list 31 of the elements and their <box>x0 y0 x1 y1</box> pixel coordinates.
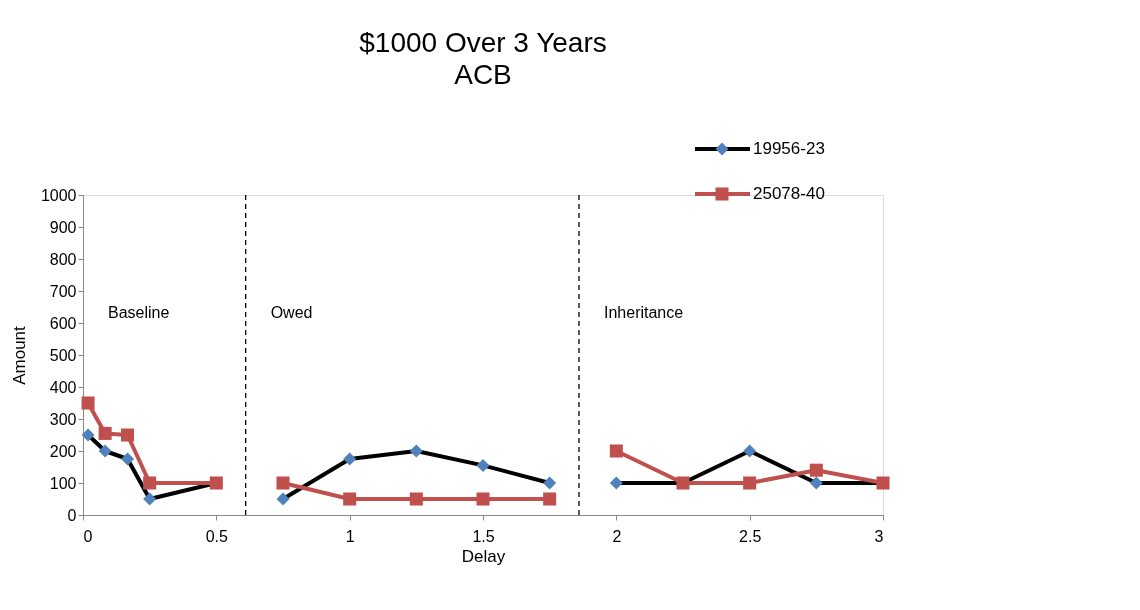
x-tick-label: 1.5 <box>472 527 495 545</box>
legend-label: 19956-23 <box>753 139 825 158</box>
point <box>121 428 135 442</box>
annotation: Baseline <box>108 304 170 322</box>
y-tick-label: 900 <box>49 218 77 236</box>
y-tick-label: 200 <box>49 442 77 460</box>
annotation: Inheritance <box>604 304 684 322</box>
chart-title: $1000 Over 3 Years <box>359 27 607 58</box>
point <box>81 396 95 410</box>
y-tick-label: 300 <box>49 410 77 428</box>
annotation: Owed <box>270 304 313 322</box>
y-tick-label: 600 <box>49 314 77 332</box>
chart-subtitle: ACB <box>454 59 512 90</box>
y-tick-label: 0 <box>67 506 77 524</box>
x-tick-label: 2 <box>612 527 622 545</box>
y-axis-title: Amount <box>9 325 29 385</box>
y-tick-label: 800 <box>49 250 77 268</box>
x-tick-label: 2.5 <box>739 527 762 545</box>
point <box>143 476 157 490</box>
x-axis-title: Delay <box>461 546 506 566</box>
x-tick-label: 1 <box>345 527 355 545</box>
x-tick-label: 3 <box>874 527 884 545</box>
y-tick-label: 1000 <box>40 186 77 204</box>
point <box>98 426 112 440</box>
x-tick-label: 0 <box>83 527 93 545</box>
y-tick-label: 700 <box>49 282 77 300</box>
y-tick-label: 500 <box>49 346 77 364</box>
legend-label: 25078-40 <box>753 184 825 203</box>
x-tick-label: 0.5 <box>205 527 229 545</box>
y-tick-label: 100 <box>49 474 77 492</box>
y-tick-label: 400 <box>49 378 77 396</box>
